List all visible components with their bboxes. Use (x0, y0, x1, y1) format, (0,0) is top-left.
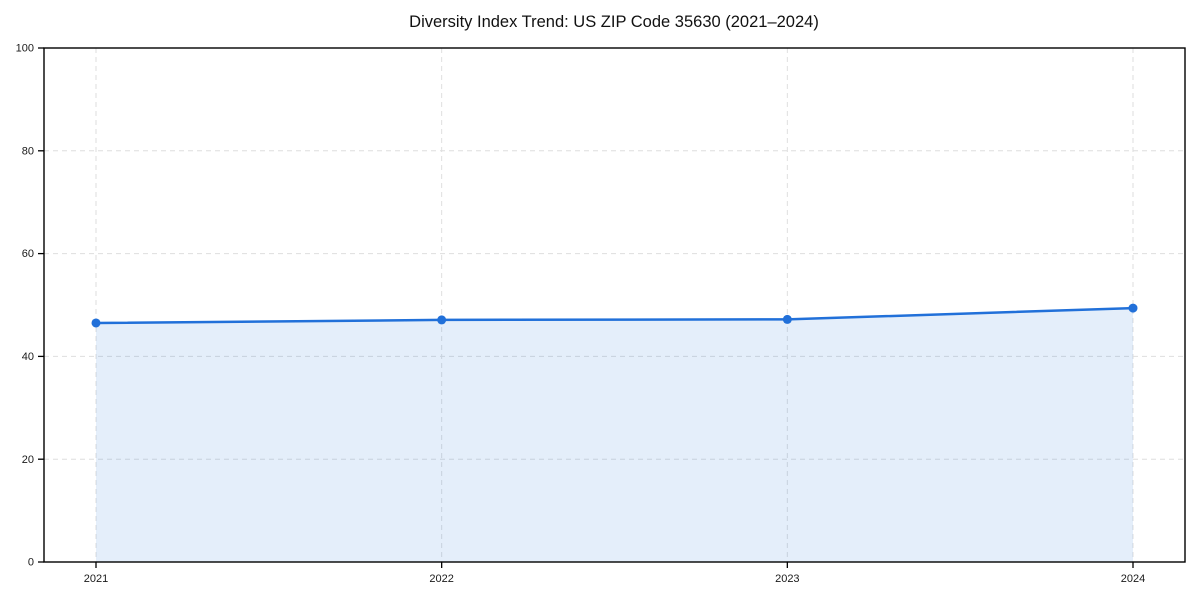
y-tick-label: 60 (22, 248, 34, 260)
data-point-marker (91, 318, 101, 328)
y-axis-ticks: 0 20 40 60 80 100 (16, 43, 44, 569)
y-tick-label: 80 (22, 145, 34, 157)
data-point-marker (782, 314, 792, 324)
plot-frame (43, 47, 1186, 563)
trend-line-path (94, 306, 1135, 325)
y-tick-label: 40 (22, 351, 34, 363)
x-tick-label: 2022 (429, 573, 453, 585)
area-fill (96, 308, 1133, 562)
y-tick-label: 100 (16, 43, 34, 55)
chart-title: Diversity Index Trend: US ZIP Code 35630… (409, 13, 819, 31)
x-tick-label: 2021 (84, 573, 108, 585)
y-tick-label: 20 (22, 454, 34, 466)
area-fill-path (96, 308, 1133, 562)
x-axis-ticks: 2021 2022 2023 2024 (84, 562, 1145, 585)
trend-line (94, 306, 1135, 325)
axes (43, 47, 1186, 563)
data-point-marker (1128, 303, 1138, 313)
y-tick-label: 0 (28, 557, 34, 569)
x-tick-label: 2024 (1121, 573, 1145, 585)
data-points (91, 303, 1138, 328)
data-point-marker (437, 315, 447, 325)
x-tick-label: 2023 (775, 573, 799, 585)
